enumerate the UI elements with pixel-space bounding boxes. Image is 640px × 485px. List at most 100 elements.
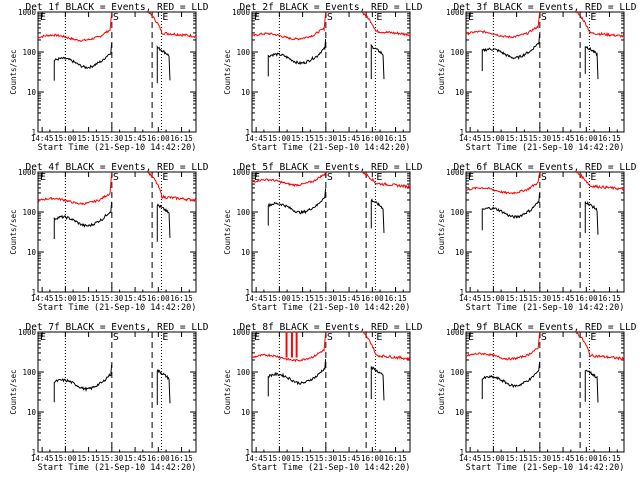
y-tick-label: 100 xyxy=(22,208,36,217)
marker-label-saa: S xyxy=(327,12,333,23)
x-tick-label: 15:00 xyxy=(268,134,291,143)
marker-label-eclipse-start: E xyxy=(40,12,46,23)
y-tick-label: 1000 xyxy=(446,8,465,17)
y-tick-label: 100 xyxy=(236,48,250,57)
marker-label-eclipse: E xyxy=(162,172,168,183)
marker-label-saa: S xyxy=(541,332,547,343)
x-tick-label: 16:15 xyxy=(598,134,621,143)
panel-5: Det 5f BLACK = Events, RED = LLD 1 10 100 10… xyxy=(223,162,423,313)
events-series-pre xyxy=(53,201,113,240)
panel-3: Det 3f BLACK = Events, RED = LLD 1 10 100 10… xyxy=(437,2,637,153)
marker-label-eclipse-start: E xyxy=(468,12,474,23)
y-tick-label: 1000 xyxy=(232,8,251,17)
y-axis-label: Counts/sec xyxy=(437,209,446,254)
panel-title: Det 6f BLACK = Events, RED = LLD xyxy=(453,162,636,173)
y-tick-label: 1 xyxy=(245,128,250,137)
x-tick-label: 15:30 xyxy=(529,454,552,463)
panel-title: Det 5f BLACK = Events, RED = LLD xyxy=(239,162,422,173)
x-axis-label: Start Time (21-Sep-10 14:42:20) xyxy=(466,143,625,153)
plot-frame xyxy=(465,171,625,293)
y-tick-label: 1 xyxy=(245,448,250,457)
plot-frame xyxy=(465,11,625,133)
y-tick-label: 1 xyxy=(459,448,464,457)
events-series-pre xyxy=(481,33,541,72)
marker-label-eclipse-start: E xyxy=(254,332,260,343)
lld-series-post xyxy=(575,11,625,39)
y-tick-label: 1 xyxy=(31,128,36,137)
events-series-pre xyxy=(481,361,541,400)
x-tick-label: 15:45 xyxy=(124,454,147,463)
x-tick-label: 15:00 xyxy=(268,294,291,303)
y-tick-label: 10 xyxy=(241,248,251,257)
panel-title: Det 7f BLACK = Events, RED = LLD xyxy=(25,322,208,333)
x-tick-label: 15:15 xyxy=(505,294,528,303)
x-tick-label: 15:00 xyxy=(54,294,77,303)
x-tick-label: 15:30 xyxy=(101,454,124,463)
x-tick-label: 15:00 xyxy=(482,134,505,143)
x-tick-label: 15:15 xyxy=(77,134,100,143)
y-tick-label: 10 xyxy=(27,248,37,257)
lld-series-post xyxy=(147,170,197,202)
x-tick-label: 15:30 xyxy=(315,294,338,303)
x-tick-label: 15:15 xyxy=(291,454,314,463)
marker-label-saa: S xyxy=(113,172,119,183)
events-series-pre xyxy=(267,39,327,77)
x-tick-label: 15:00 xyxy=(54,134,77,143)
x-tick-label: 15:45 xyxy=(552,134,575,143)
x-tick-label: 15:15 xyxy=(505,134,528,143)
x-tick-label: 15:45 xyxy=(338,454,361,463)
x-axis-label: Start Time (21-Sep-10 14:42:20) xyxy=(38,463,197,473)
y-tick-label: 10 xyxy=(241,408,251,417)
x-tick-label: 14:45 xyxy=(31,454,54,463)
marker-label-saa: S xyxy=(541,12,547,23)
lld-series-post xyxy=(361,171,411,190)
y-tick-label: 100 xyxy=(236,368,250,377)
x-tick-label: 16:00 xyxy=(361,134,384,143)
events-series-pre xyxy=(267,359,327,397)
events-series-post xyxy=(370,43,385,80)
marker-label-saa: S xyxy=(541,172,547,183)
panel-1: Det 1f BLACK = Events, RED = LLD 1 10 100 10… xyxy=(9,2,209,153)
marker-label-eclipse: E xyxy=(162,12,168,23)
events-series-pre xyxy=(53,364,113,403)
x-axis-label: Start Time (21-Sep-10 14:42:20) xyxy=(252,303,411,313)
marker-label-saa: S xyxy=(327,332,333,343)
y-tick-label: 100 xyxy=(450,368,464,377)
x-tick-label: 15:15 xyxy=(505,454,528,463)
marker-label-saa: S xyxy=(327,172,333,183)
events-series-post xyxy=(370,366,385,401)
lld-series-pre xyxy=(251,171,327,188)
x-tick-label: 15:30 xyxy=(101,294,124,303)
lld-spike xyxy=(295,331,298,358)
events-series-post xyxy=(584,46,599,80)
y-tick-label: 1 xyxy=(31,288,36,297)
plot-frame xyxy=(251,171,411,293)
marker-label-eclipse: E xyxy=(590,12,596,23)
events-series-pre xyxy=(267,188,327,226)
x-tick-label: 15:45 xyxy=(552,294,575,303)
x-tick-label: 16:00 xyxy=(147,454,170,463)
x-tick-label: 16:15 xyxy=(384,134,407,143)
y-axis-label: Counts/sec xyxy=(9,209,18,254)
x-tick-label: 16:15 xyxy=(170,134,193,143)
x-tick-label: 15:15 xyxy=(77,454,100,463)
x-tick-label: 15:30 xyxy=(315,134,338,143)
x-tick-label: 15:30 xyxy=(529,134,552,143)
events-series-post xyxy=(156,44,171,84)
x-tick-label: 16:15 xyxy=(384,454,407,463)
panel-6: Det 6f BLACK = Events, RED = LLD 1 10 100 10… xyxy=(437,162,637,313)
x-axis-label: Start Time (21-Sep-10 14:42:20) xyxy=(252,143,411,153)
plot-frame xyxy=(251,11,411,133)
x-tick-label: 15:00 xyxy=(54,454,77,463)
x-tick-label: 15:15 xyxy=(291,134,314,143)
y-tick-label: 10 xyxy=(241,88,251,97)
events-series-post xyxy=(584,369,599,403)
x-tick-label: 16:00 xyxy=(575,454,598,463)
y-tick-label: 10 xyxy=(27,88,37,97)
y-tick-label: 1000 xyxy=(18,8,37,17)
y-tick-label: 100 xyxy=(450,208,464,217)
x-tick-label: 16:15 xyxy=(598,454,621,463)
y-tick-label: 100 xyxy=(236,208,250,217)
plot-frame xyxy=(37,11,197,133)
